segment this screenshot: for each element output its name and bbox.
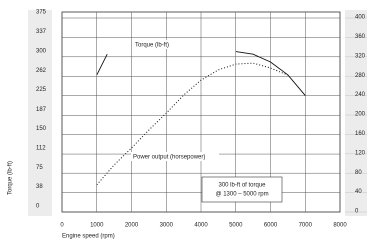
x-tick-label: 7000 (299, 223, 313, 229)
y2-tick-label: 400 (355, 15, 366, 21)
x-tick-label: 4000 (194, 223, 208, 229)
y2-tick-label: 280 (355, 73, 366, 79)
y2-tick-label: 240 (355, 92, 366, 98)
y-tick-label: 150 (36, 126, 47, 132)
series-label: Power output (horsepower) (133, 155, 205, 161)
y2-tick-label: 160 (355, 131, 366, 137)
y-tick-label: 262 (36, 68, 47, 74)
annotation-text: @ 1300 – 5000 rpm (215, 192, 268, 198)
y2-tick-label: 120 (355, 150, 366, 156)
y-tick-label: 112 (36, 146, 46, 152)
x-tick-label: 8000 (333, 223, 347, 229)
x-tick-label: 1000 (90, 223, 104, 229)
background (0, 0, 368, 242)
chart: Engine speed (rpm) Torque (lb-ft) 038751… (0, 0, 368, 242)
y2-tick-label: 360 (355, 34, 366, 40)
x-tick-label: 3000 (160, 223, 174, 229)
y-tick-label: 375 (36, 10, 47, 16)
x-tick-label: 5000 (229, 223, 243, 229)
x-tick-label: 6000 (264, 223, 278, 229)
x-tick-label: 2000 (125, 223, 139, 229)
y-tick-label: 75 (36, 165, 43, 171)
y-tick-label: 225 (36, 87, 47, 93)
y-tick-label: 187 (36, 107, 47, 113)
series-label: Torque (lb-ft) (135, 43, 169, 49)
y-tick-label: 300 (36, 48, 47, 54)
y-axis-title: Torque (lb-ft) (8, 161, 14, 195)
x-axis-title: Engine speed (rpm) (62, 234, 115, 240)
y2-tick-label: 200 (355, 112, 366, 118)
y-tick-label: 38 (36, 184, 43, 190)
y2-tick-label: 40 (355, 189, 362, 195)
y2-tick-label: 80 (355, 170, 362, 176)
annotation-box (202, 177, 282, 202)
annotation-text: 300 lb-ft of torque (218, 183, 266, 189)
y-tick-label: 337 (36, 29, 47, 35)
y2-tick-label: 320 (355, 53, 366, 59)
